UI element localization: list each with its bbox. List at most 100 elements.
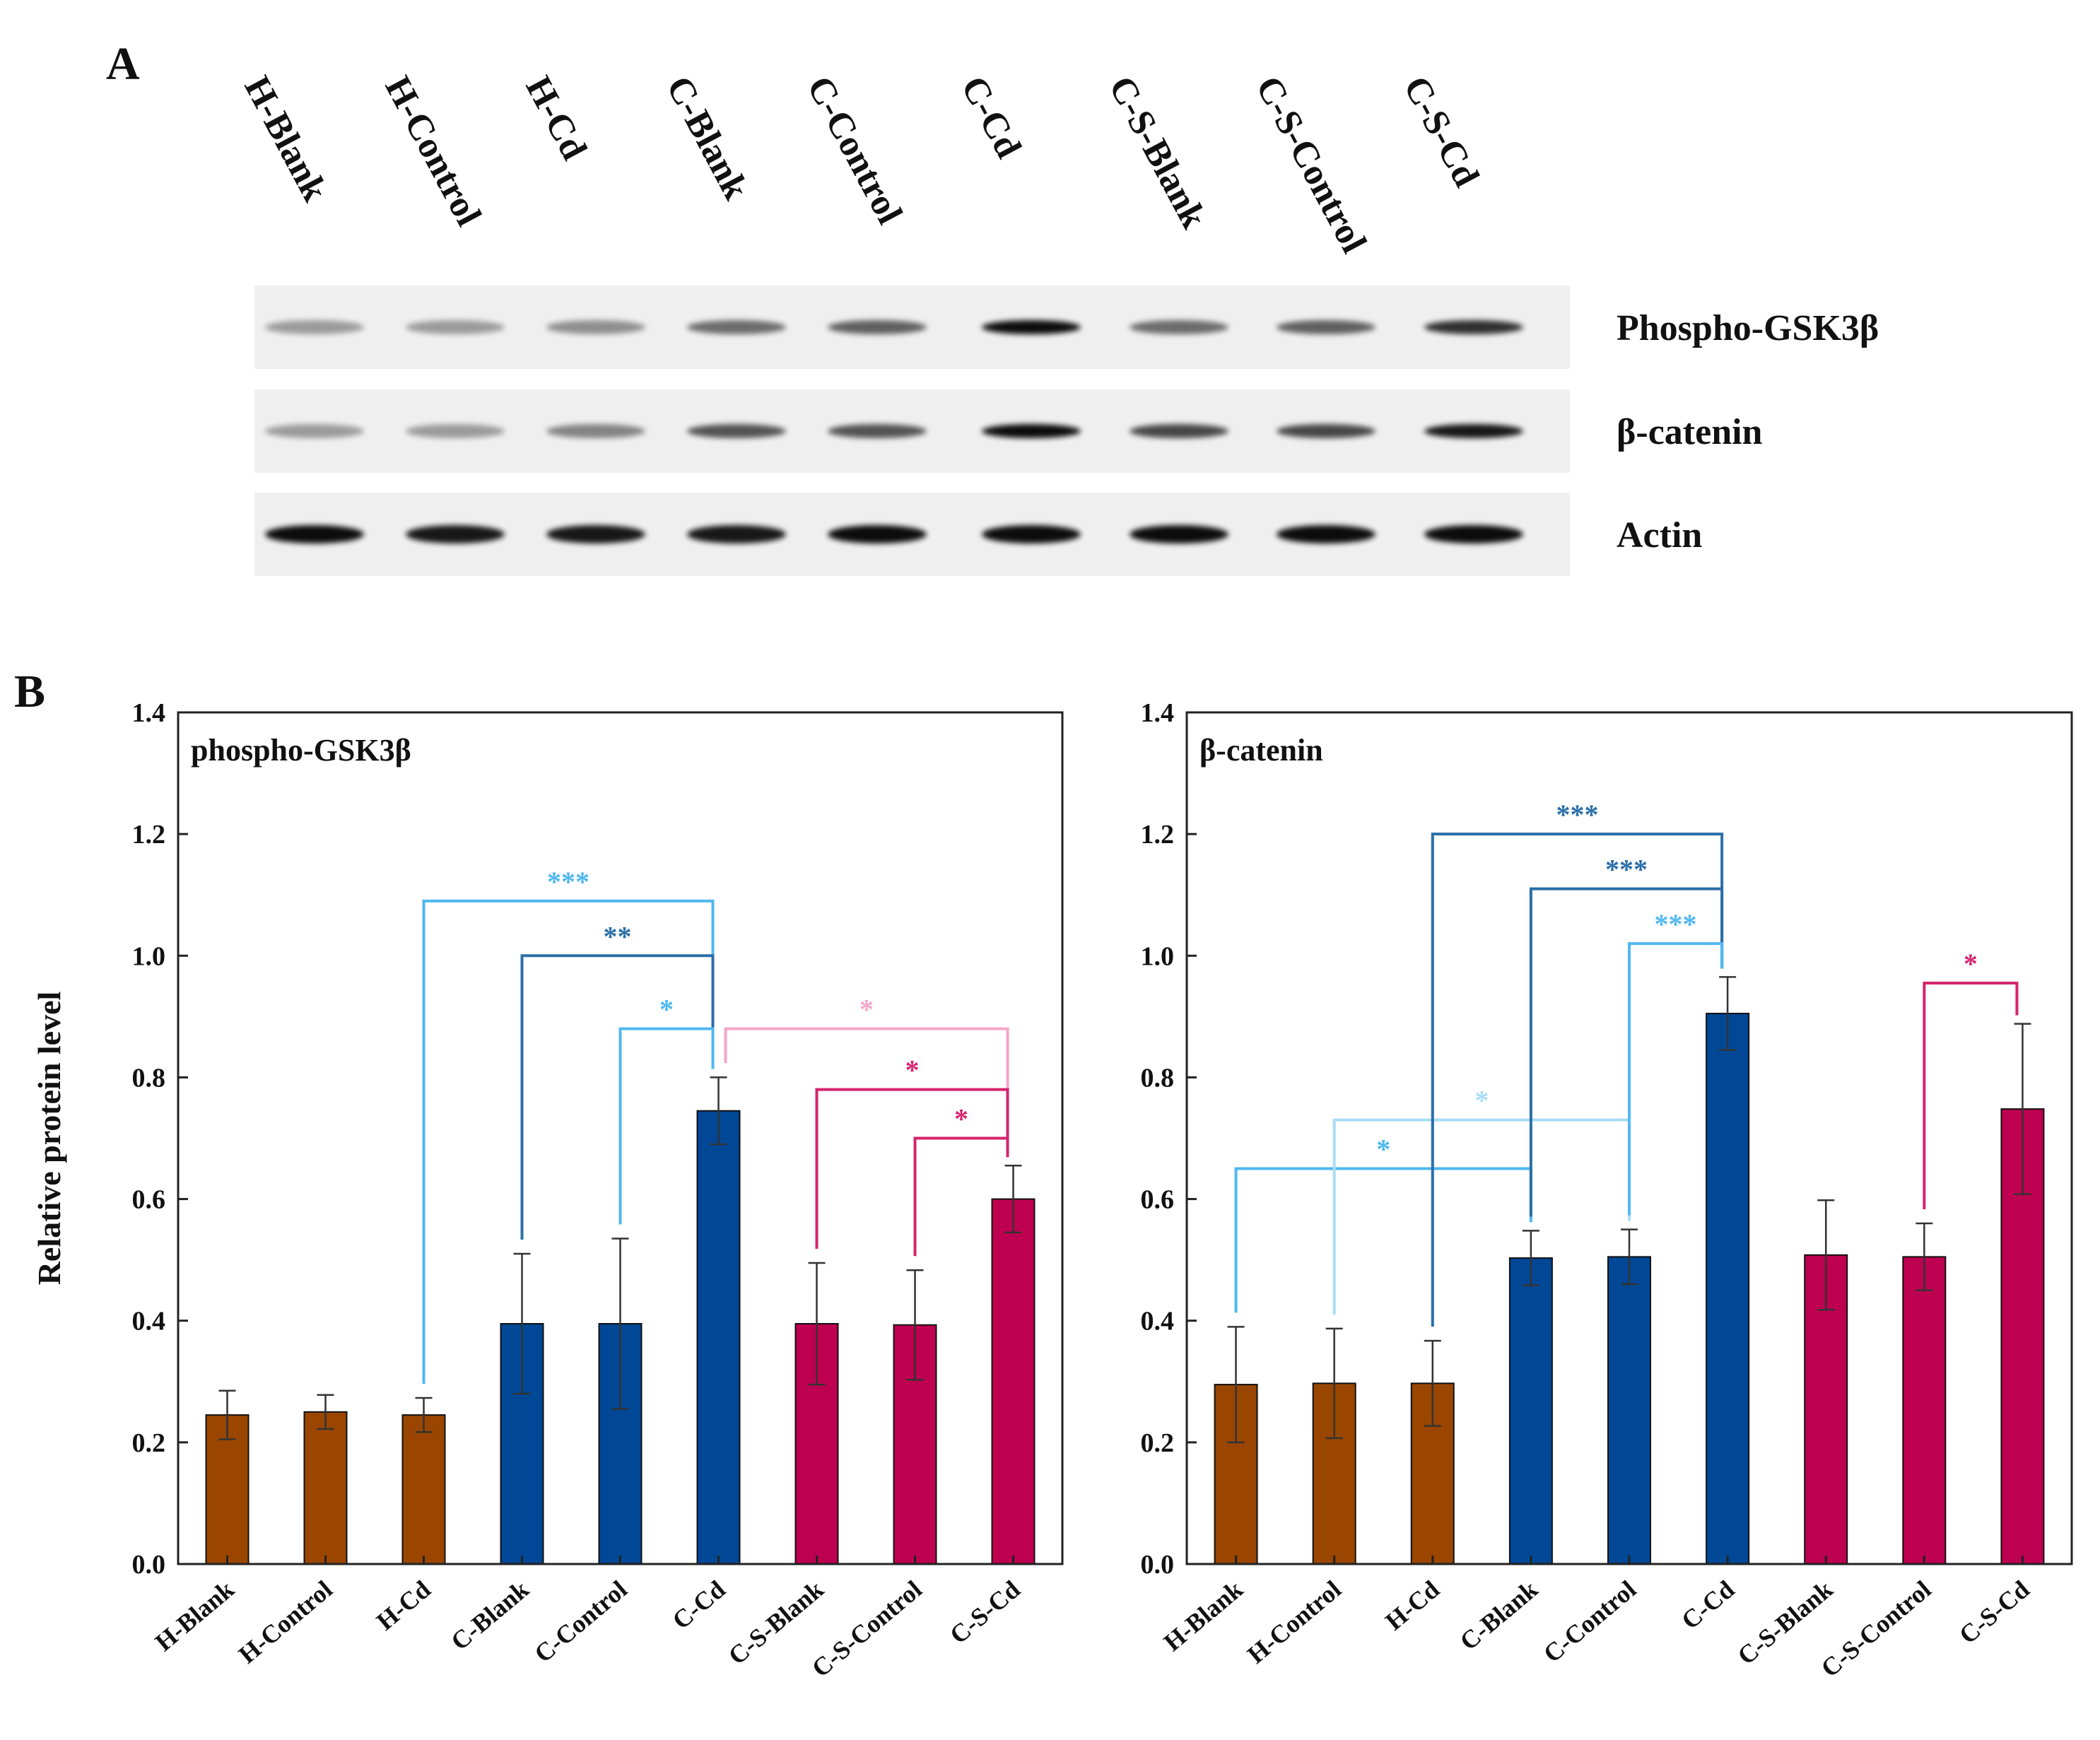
y-tick-label: 0.2 (132, 1428, 166, 1458)
error-bar (317, 1394, 334, 1430)
blot-band (982, 525, 1081, 543)
x-tick-label: H-Blank (150, 1575, 240, 1657)
lane-label: C-S-Control (1248, 70, 1374, 259)
x-tick-label: H-Blank (1158, 1575, 1248, 1657)
bar (1508, 1257, 1553, 1565)
lane-label: C-S-Cd (1395, 70, 1486, 194)
x-tick-label: C-S-Control (806, 1575, 927, 1682)
significance-bracket (1923, 982, 2019, 1209)
y-tick-label: 1.4 (132, 698, 166, 728)
blot-band (1424, 525, 1523, 543)
significance-label: ** (604, 920, 632, 952)
band-label: β-catenin (1617, 412, 1763, 452)
significance-bracket (913, 1136, 1009, 1257)
x-tick-label: H-Control (233, 1575, 338, 1669)
blot-band (546, 320, 645, 334)
lane-label: C-Blank (658, 70, 756, 206)
x-tick-label: C-S-Cd (1954, 1575, 2035, 1649)
blot-band (687, 424, 786, 438)
error-bar (1227, 1326, 1245, 1444)
bar (1902, 1256, 1947, 1565)
significance-label: *** (1655, 908, 1697, 940)
x-tick-label: C-Control (1538, 1575, 1641, 1668)
significance-bracket (1234, 1167, 1532, 1313)
blot-band (1277, 525, 1375, 543)
bar (1706, 1013, 1750, 1565)
bar (991, 1198, 1036, 1565)
panel-label: B (14, 666, 45, 717)
error-bar (1325, 1327, 1343, 1440)
y-tick-label: 0.4 (1141, 1307, 1175, 1336)
error-bar (1719, 976, 1737, 1051)
blot-band (265, 424, 364, 438)
lane-label: C-Control (799, 70, 910, 230)
error-bar (2014, 1023, 2031, 1195)
lane-label: C-Cd (953, 70, 1028, 165)
significance-bracket (815, 1088, 1009, 1249)
blot-band (265, 320, 364, 334)
error-bar (906, 1269, 924, 1381)
bar (794, 1323, 839, 1565)
x-tick-label: H-Cd (371, 1575, 436, 1635)
y-tick-label: 1.4 (1141, 698, 1175, 728)
blot-band (1277, 424, 1375, 438)
x-tick-label: C-Cd (667, 1575, 731, 1635)
lane-label: H-Cd (517, 70, 594, 167)
lane-label: H-Blank (236, 70, 335, 208)
y-axis-label: Relative protein level (31, 992, 67, 1286)
panel-label: A (106, 38, 140, 90)
x-tick-label: H-Control (1242, 1575, 1347, 1669)
y-tick-label: 0.6 (1141, 1185, 1175, 1215)
blot-band (828, 424, 927, 438)
blot-band (1277, 320, 1375, 334)
significance-bracket (1628, 942, 1724, 1216)
error-bar (1817, 1199, 1835, 1311)
blot-band (828, 320, 927, 334)
y-tick-label: 1.2 (132, 820, 166, 850)
error-bar (513, 1252, 531, 1395)
error-bar (710, 1076, 727, 1146)
plot-frame (177, 711, 1064, 1565)
x-tick-label: C-Blank (445, 1575, 534, 1655)
significance-bracket (422, 899, 715, 1385)
blot-band (546, 424, 645, 438)
error-bar (1621, 1228, 1638, 1286)
significance-label: *** (1556, 799, 1598, 830)
error-bar (218, 1389, 236, 1440)
blot-band (1424, 320, 1523, 334)
error-bar (1004, 1164, 1022, 1234)
significance-bracket (618, 1027, 715, 1225)
x-tick-label: C-S-Cd (944, 1575, 1026, 1649)
blot-band (1130, 424, 1228, 438)
error-bar (1424, 1339, 1441, 1427)
error-bar (1522, 1230, 1539, 1287)
error-bar (1916, 1222, 1933, 1291)
band-label: Actin (1617, 515, 1702, 555)
blot-band (406, 525, 505, 543)
blot-band (687, 525, 786, 543)
x-tick-label: H-Cd (1380, 1575, 1445, 1635)
y-tick-label: 0.0 (1141, 1550, 1175, 1580)
significance-label: *** (547, 866, 589, 898)
blot-band (1130, 320, 1228, 334)
significance-label: * (860, 994, 874, 1025)
plot-frame (1185, 711, 2073, 1565)
y-tick-label: 0.6 (132, 1185, 166, 1215)
y-tick-label: 0.2 (1141, 1428, 1175, 1458)
band-label: Phospho-GSK3β (1617, 308, 1879, 348)
blot-band (1130, 525, 1228, 543)
blot-band (687, 320, 786, 334)
blot-band (406, 424, 505, 438)
significance-bracket (520, 954, 715, 1240)
blot-band (265, 525, 364, 543)
lane-label: C-S-Blank (1101, 70, 1214, 235)
y-tick-label: 0.8 (1141, 1063, 1175, 1093)
significance-label: * (1376, 1134, 1390, 1165)
y-tick-label: 1.2 (1141, 820, 1175, 850)
x-tick-label: C-Control (529, 1575, 632, 1668)
blot-band (982, 320, 1081, 334)
lane-label: H-Control (377, 70, 488, 233)
error-bar (808, 1262, 826, 1386)
chart-title: β-catenin (1199, 733, 1323, 768)
